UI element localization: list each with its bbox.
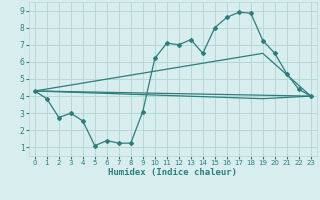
X-axis label: Humidex (Indice chaleur): Humidex (Indice chaleur) [108, 168, 237, 177]
